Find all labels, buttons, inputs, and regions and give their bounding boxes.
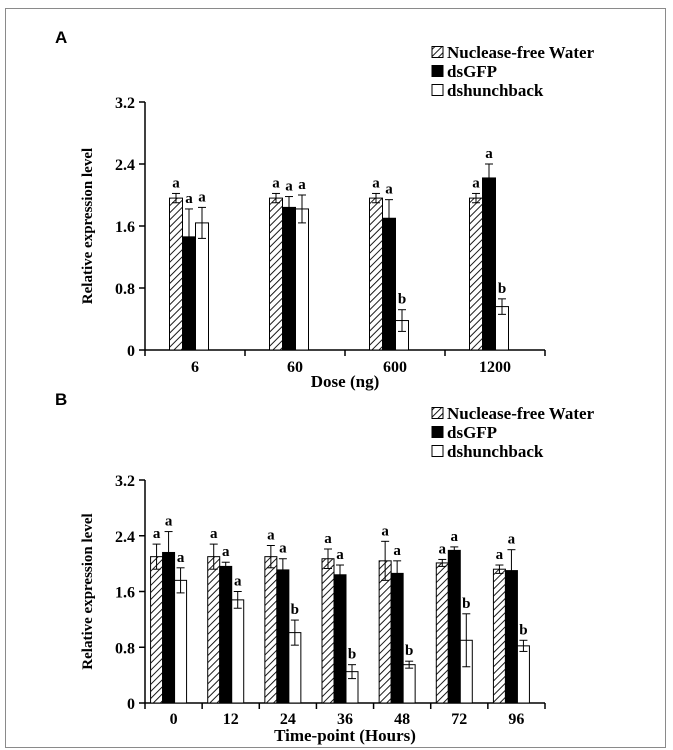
panel-label: B bbox=[55, 390, 67, 409]
bar bbox=[169, 197, 183, 351]
legend-swatch bbox=[431, 426, 444, 438]
significance-letter: a bbox=[393, 543, 401, 559]
x-tick-label: 72 bbox=[451, 711, 467, 728]
legend-swatch bbox=[431, 84, 444, 96]
significance-letter: a bbox=[336, 547, 344, 563]
bar bbox=[150, 556, 164, 704]
bar bbox=[269, 197, 283, 351]
x-tick-label: 6 bbox=[191, 359, 199, 376]
significance-letter: b bbox=[498, 281, 506, 297]
x-tick-label: 96 bbox=[508, 711, 524, 728]
bar bbox=[369, 197, 383, 351]
bar bbox=[482, 177, 496, 351]
bar bbox=[195, 222, 209, 351]
significance-letter: a bbox=[285, 179, 293, 195]
bar bbox=[207, 556, 221, 704]
significance-letter: a bbox=[324, 531, 332, 547]
x-tick-label: 600 bbox=[383, 359, 407, 376]
significance-letter: a bbox=[267, 528, 275, 544]
x-tick-label: 60 bbox=[287, 359, 303, 376]
y-tick-label: 0.8 bbox=[115, 640, 135, 657]
legend-swatch bbox=[431, 445, 444, 457]
significance-letter: a bbox=[372, 175, 380, 191]
significance-letter: a bbox=[222, 544, 230, 560]
legend-entry: dsGFP bbox=[447, 62, 497, 81]
significance-letter: a bbox=[439, 541, 447, 557]
bar bbox=[282, 206, 296, 351]
legend-entry: dshunchback bbox=[447, 81, 544, 100]
significance-letter: a bbox=[381, 523, 389, 539]
significance-letter: b bbox=[291, 602, 299, 618]
bar bbox=[435, 562, 449, 704]
significance-letter: b bbox=[462, 596, 470, 612]
x-tick-label: 12 bbox=[223, 711, 239, 728]
bar bbox=[295, 208, 309, 351]
bar bbox=[382, 217, 396, 351]
significance-letter: a bbox=[272, 175, 280, 191]
bar bbox=[264, 556, 278, 704]
bar bbox=[492, 568, 506, 704]
bar bbox=[390, 572, 404, 704]
x-axis-label: Time-point (Hours) bbox=[274, 726, 416, 745]
bar bbox=[219, 565, 233, 704]
x-tick-label: 36 bbox=[337, 711, 353, 728]
legend-entry: Nuclease-free Water bbox=[447, 43, 595, 62]
significance-letter: a bbox=[496, 547, 504, 563]
x-tick-label: 24 bbox=[280, 711, 296, 728]
y-tick-label: 2.4 bbox=[115, 529, 135, 546]
bar bbox=[516, 645, 530, 704]
y-tick-label: 2.4 bbox=[115, 157, 135, 174]
significance-letter: a bbox=[177, 550, 185, 566]
bar bbox=[162, 551, 176, 704]
significance-letter: a bbox=[485, 146, 493, 162]
bar bbox=[333, 574, 347, 704]
y-tick-label: 1.6 bbox=[115, 219, 135, 236]
significance-letter: a bbox=[165, 514, 173, 530]
bar bbox=[447, 549, 461, 704]
significance-letter: a bbox=[451, 529, 459, 545]
bar bbox=[321, 558, 335, 704]
y-axis-label: Relative expression level bbox=[80, 148, 96, 304]
significance-letter: a bbox=[279, 541, 287, 557]
bar bbox=[402, 664, 416, 704]
bar bbox=[378, 560, 392, 704]
significance-letter: a bbox=[153, 526, 161, 542]
bar bbox=[469, 197, 483, 351]
significance-letter: a bbox=[298, 177, 306, 193]
legend-entry: Nuclease-free Water bbox=[447, 404, 595, 423]
legend-swatch bbox=[431, 65, 444, 77]
y-tick-label: 0.8 bbox=[115, 281, 135, 298]
significance-letter: a bbox=[172, 175, 180, 191]
y-tick-label: 3.2 bbox=[115, 95, 135, 112]
significance-letter: a bbox=[185, 191, 193, 207]
x-tick-label: 48 bbox=[394, 711, 410, 728]
y-axis-label: Relative expression level bbox=[80, 513, 96, 669]
significance-letter: a bbox=[472, 175, 480, 191]
significance-letter: a bbox=[234, 574, 242, 590]
bar bbox=[276, 569, 290, 704]
significance-letter: a bbox=[508, 532, 516, 548]
significance-letter: b bbox=[519, 622, 527, 638]
y-tick-label: 0 bbox=[127, 343, 135, 360]
significance-letter: b bbox=[398, 292, 406, 308]
x-tick-label: 1200 bbox=[479, 359, 511, 376]
significance-letter: a bbox=[385, 182, 393, 198]
panel-label: A bbox=[55, 28, 67, 47]
bar bbox=[174, 579, 188, 704]
legend-entry: dshunchback bbox=[447, 442, 544, 461]
bar bbox=[231, 599, 245, 704]
significance-letter: a bbox=[210, 526, 218, 542]
x-axis-label: Dose (ng) bbox=[311, 372, 379, 391]
legend-swatch bbox=[431, 46, 444, 58]
y-tick-label: 0 bbox=[127, 696, 135, 713]
significance-letter: b bbox=[405, 643, 413, 659]
legend-entry: dsGFP bbox=[447, 423, 497, 442]
legend-swatch bbox=[431, 407, 444, 419]
y-tick-label: 3.2 bbox=[115, 473, 135, 490]
x-tick-label: 0 bbox=[170, 711, 178, 728]
significance-letter: b bbox=[348, 647, 356, 663]
y-tick-label: 1.6 bbox=[115, 585, 135, 602]
significance-letter: a bbox=[198, 189, 206, 205]
